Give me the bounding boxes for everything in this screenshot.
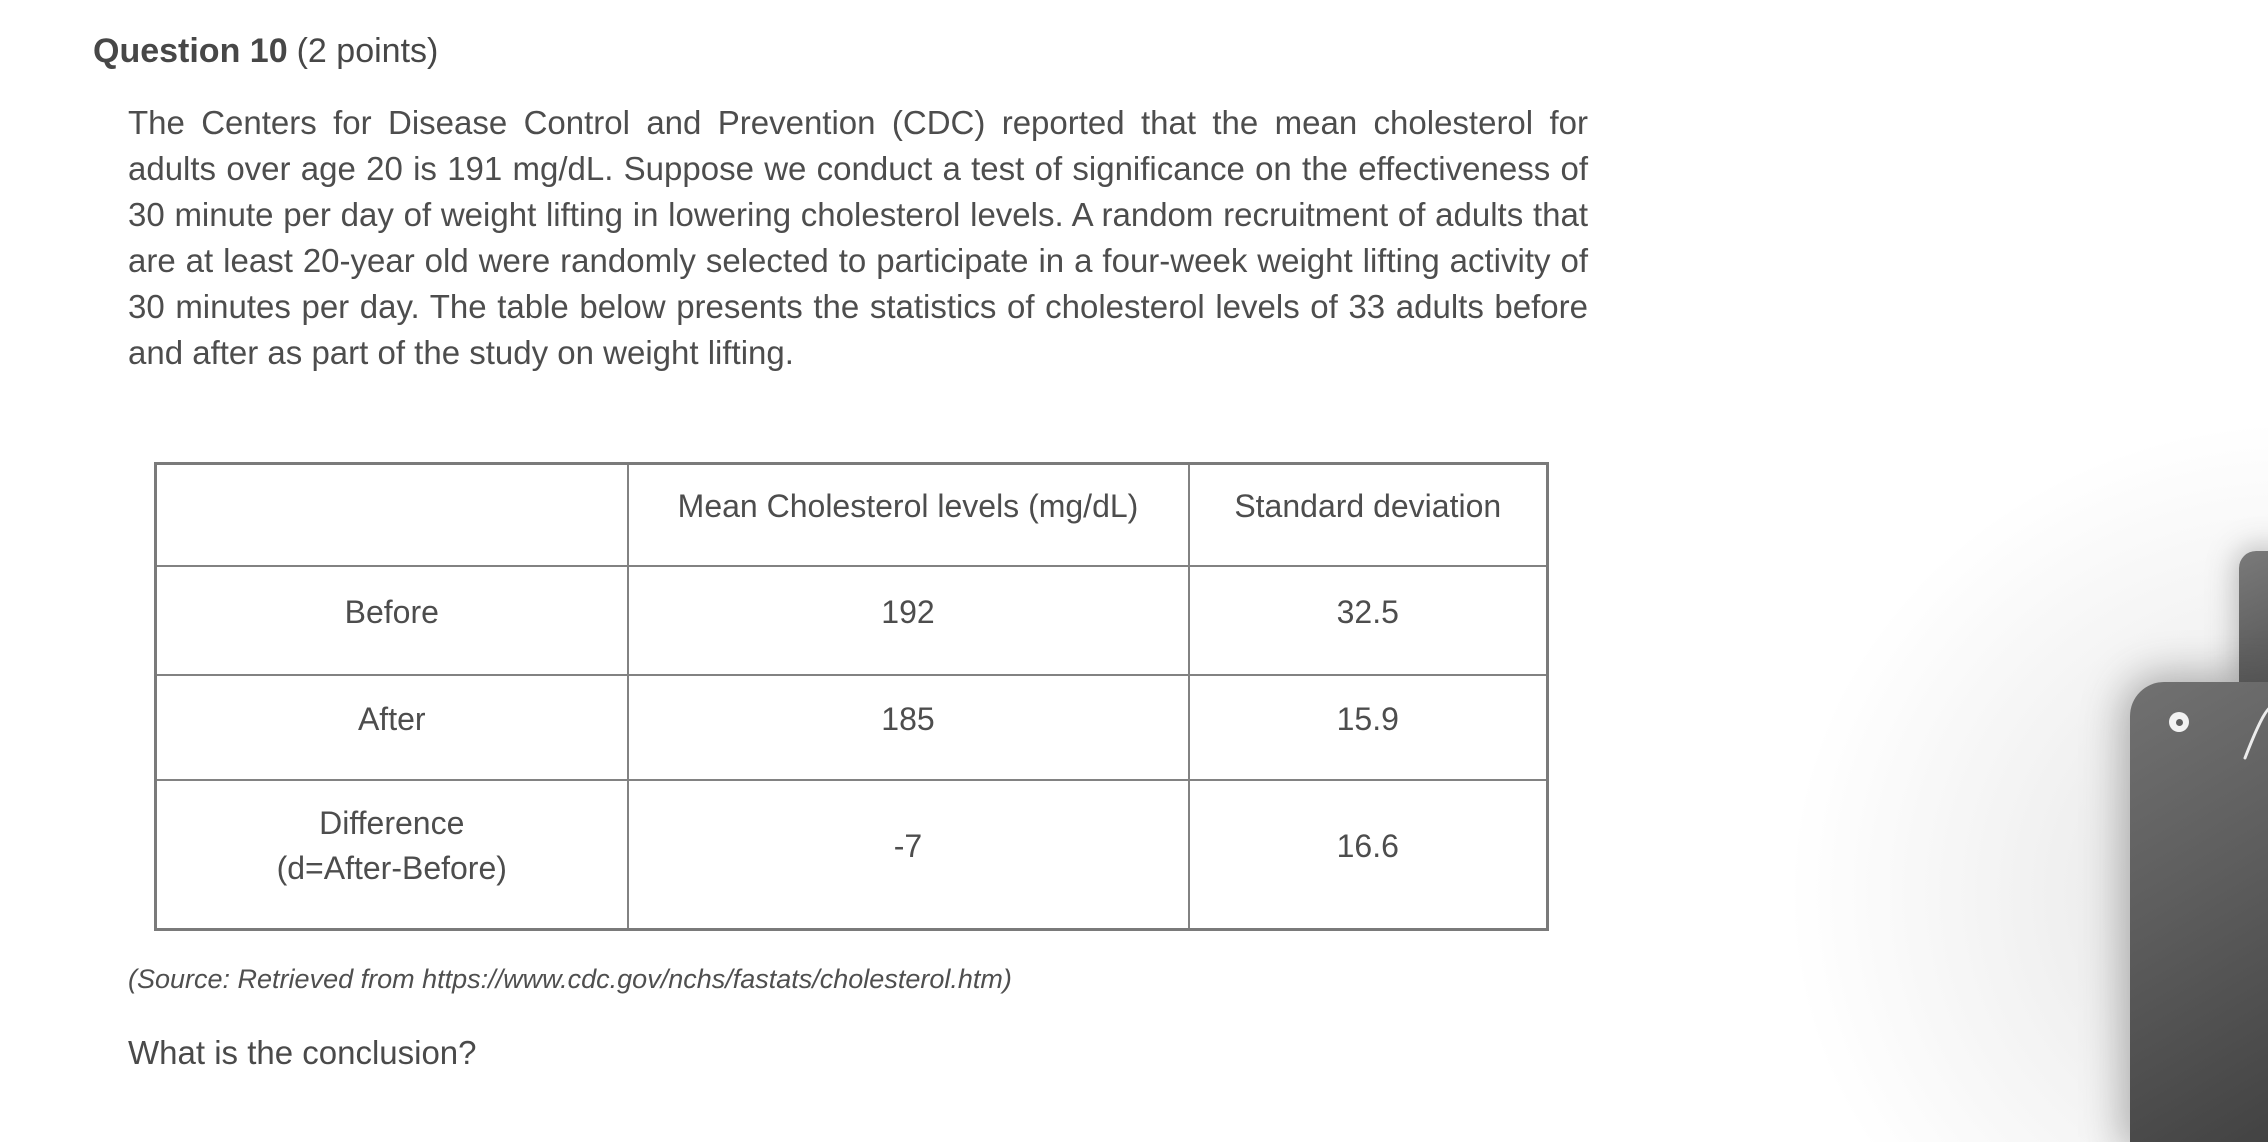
before-mean-value: 192 xyxy=(626,564,1190,676)
table-header-mean-cholesterol: Mean Cholesterol levels (mg/dL) xyxy=(626,462,1190,567)
table-row-difference: Difference (d=After-Before) -7 16.6 xyxy=(154,778,1549,931)
question-body-text: The Centers for Disease Control and Prev… xyxy=(128,104,1588,371)
row-label-before: Before xyxy=(154,564,629,676)
cholesterol-statistics-table: Mean Cholesterol levels (mg/dL) Standard… xyxy=(154,462,1549,931)
row-label-difference: Difference (d=After-Before) xyxy=(154,778,629,931)
toolbar-tab[interactable] xyxy=(2239,551,2268,682)
before-sd-value: 32.5 xyxy=(1187,564,1549,676)
record-dot-icon[interactable] xyxy=(2169,712,2189,732)
difference-sd-value: 16.6 xyxy=(1187,778,1549,931)
difference-mean-value: -7 xyxy=(626,778,1190,931)
table-header-standard-deviation: Standard deviation xyxy=(1187,462,1549,567)
after-sd-value: 15.9 xyxy=(1187,673,1549,781)
annotation-toolbar-panel[interactable] xyxy=(2130,682,2268,1142)
table-row-before: Before 192 32.5 xyxy=(154,564,1549,676)
pen-scribble-icon[interactable] xyxy=(2242,698,2268,764)
question-title: Question 10 (2 points) xyxy=(93,30,438,72)
question-points: (2 points) xyxy=(296,32,439,70)
question-prompt: What is the conclusion? xyxy=(128,1034,477,1071)
table-header-row: Mean Cholesterol levels (mg/dL) Standard… xyxy=(154,462,1549,567)
source-citation: (Source: Retrieved from https://www.cdc.… xyxy=(128,964,1012,994)
question-number: Question 10 xyxy=(93,32,288,70)
row-label-after: After xyxy=(154,673,629,781)
table-header-empty xyxy=(154,462,629,567)
after-mean-value: 185 xyxy=(626,673,1190,781)
table-row-after: After 185 15.9 xyxy=(154,673,1549,781)
